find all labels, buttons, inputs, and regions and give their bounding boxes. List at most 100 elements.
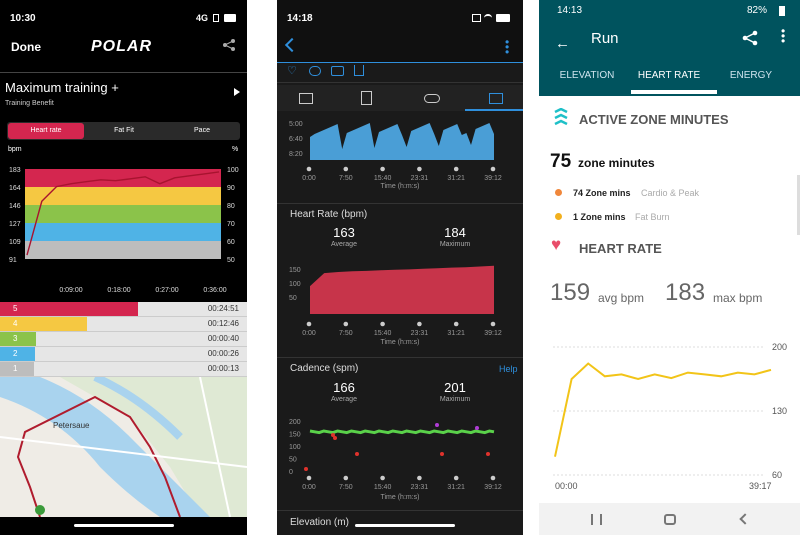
segment-pace[interactable]: Pace (194, 127, 210, 134)
done-button[interactable]: Done (11, 40, 41, 54)
home-indicator[interactable] (74, 524, 174, 527)
segment-fat-fit[interactable]: Fat Fit (114, 127, 134, 134)
nav-bar (539, 503, 800, 535)
section-subtitle: Training Benefit (5, 100, 54, 107)
x-tick-dot (453, 166, 459, 172)
home-icon[interactable] (664, 514, 676, 525)
tab-laps-icon[interactable] (361, 91, 372, 105)
home-indicator[interactable] (355, 524, 455, 527)
more-icon[interactable]: • • • (505, 35, 510, 59)
tab-energy[interactable]: ENERGY (729, 70, 773, 81)
cadence-point (333, 436, 337, 440)
status-time: 10:30 (10, 13, 36, 24)
x-end: 39:17 (749, 481, 772, 491)
back-icon[interactable] (739, 513, 751, 525)
hr-title: Heart Rate (bpm) (290, 209, 368, 220)
x-tick-dot (490, 166, 496, 172)
y-tick-label: 146 (9, 203, 21, 210)
zone-row: 5 00:24:51 (0, 302, 247, 317)
cad-max: 201 Maximum (439, 380, 471, 403)
segmented-control: Heart rate Fat Fit Pace (7, 122, 240, 140)
zone-number: 2 (0, 347, 33, 361)
x-tick-dot (417, 321, 422, 327)
tab-elevation[interactable]: ELEVATION (559, 70, 615, 81)
cardio-dot-icon (555, 189, 562, 196)
x-tick-label: 0:00 (302, 484, 316, 491)
x-tick-label: 0:36:00 (203, 287, 226, 294)
y-tick-label: 150 (289, 432, 301, 439)
hr-avg: 163 Average (331, 225, 357, 248)
tab-charts-icon[interactable] (489, 93, 503, 104)
x-tick-dot (306, 321, 312, 327)
hr-max: 184 Maximum (439, 225, 471, 248)
fatburn-label: Fat Burn (635, 212, 670, 222)
x-tick-dot (306, 475, 312, 481)
fatburn-dot-icon (555, 213, 562, 220)
x-tick-label: 39:12 (484, 484, 502, 491)
back-arrow-icon[interactable]: ← (555, 35, 570, 52)
x-tick-dot (306, 166, 312, 172)
tab-heart-rate[interactable]: HEART RATE (637, 70, 701, 81)
x-tick-label: 15:40 (374, 330, 392, 337)
cad-x-label: Time (h:m:s) (380, 494, 420, 501)
right-unit: % (232, 146, 239, 153)
cardio-value: 74 Zone mins (573, 188, 631, 198)
share-icon[interactable] (222, 38, 236, 52)
x-tick-label: 7:50 (339, 484, 353, 491)
y-tick-label: 109 (9, 239, 21, 246)
more-icon[interactable]: • • • (781, 24, 786, 48)
share-icon[interactable] (354, 65, 364, 76)
polar-hr-chart: 183 164 146 127 109 91 100 90 80 70 60 50 0:09:00 0… (9, 167, 239, 294)
y-tick-label: 50 (289, 295, 297, 302)
y2-tick-label: 70 (227, 221, 235, 228)
cardio-label: Cardio & Peak (641, 188, 700, 198)
x-tick-dot (380, 166, 385, 172)
share-icon[interactable] (742, 30, 758, 46)
y-tick-label: 183 (9, 167, 21, 174)
x-tick-label: 15:40 (374, 484, 392, 491)
x-tick-dot (343, 321, 349, 327)
x-tick-label: 0:09:00 (59, 287, 82, 294)
battery-icon (496, 14, 510, 22)
x-tick-label: 7:50 (339, 175, 353, 182)
help-link[interactable]: Help (499, 364, 518, 374)
recents-icon[interactable] (591, 514, 602, 525)
comment-icon[interactable] (309, 66, 321, 76)
tab-splits-icon[interactable] (424, 94, 440, 103)
zone-row: 1 00:00:13 (0, 362, 247, 377)
pace-x-label: Time (h:m:s) (380, 183, 420, 190)
zone-row: 2 00:00:26 (0, 347, 247, 362)
zone-row: 3 00:00:40 (0, 332, 247, 347)
hr-series-line (26, 171, 220, 256)
cad-avg: 166 Average (331, 380, 357, 403)
zone-row: 4 00:12:46 (0, 317, 247, 332)
map[interactable]: Petersaue (0, 377, 247, 517)
zone-fill-bar (33, 347, 35, 361)
y-tick-label: 91 (9, 257, 17, 264)
x-tick-label: 0:00 (302, 175, 316, 182)
y-tick-label: 100 (289, 281, 301, 288)
x-tick-label: 23:31 (411, 484, 429, 491)
cadence-title: Cadence (spm) (290, 363, 359, 374)
x-tick-label: 31:21 (447, 484, 465, 491)
azm-title: ACTIVE ZONE MINUTES (579, 112, 729, 127)
y-tick-label: 8:20 (289, 151, 303, 158)
x-tick-label: 0:27:00 (155, 287, 178, 294)
signal-icon (213, 14, 219, 22)
segment-heart-rate[interactable]: Heart rate (8, 123, 84, 139)
x-tick-dot (417, 475, 422, 481)
zone-total-label: zone minutes (578, 156, 655, 170)
camera-icon[interactable] (331, 66, 344, 76)
tab-summary-icon[interactable] (299, 93, 313, 104)
avg-label: avg bpm (598, 291, 645, 305)
x-start: 00:00 (555, 481, 578, 491)
zone-fill-bar (33, 332, 36, 346)
pace-area (310, 123, 494, 160)
chevron-right-icon[interactable] (234, 88, 240, 96)
x-tick-dot (453, 321, 459, 327)
battery-icon (779, 6, 785, 16)
zone-minutes-icon (553, 107, 569, 128)
x-tick-dot (453, 475, 459, 481)
y-tick-label: 100 (289, 444, 301, 451)
heart-icon[interactable]: ♡ (287, 65, 297, 77)
